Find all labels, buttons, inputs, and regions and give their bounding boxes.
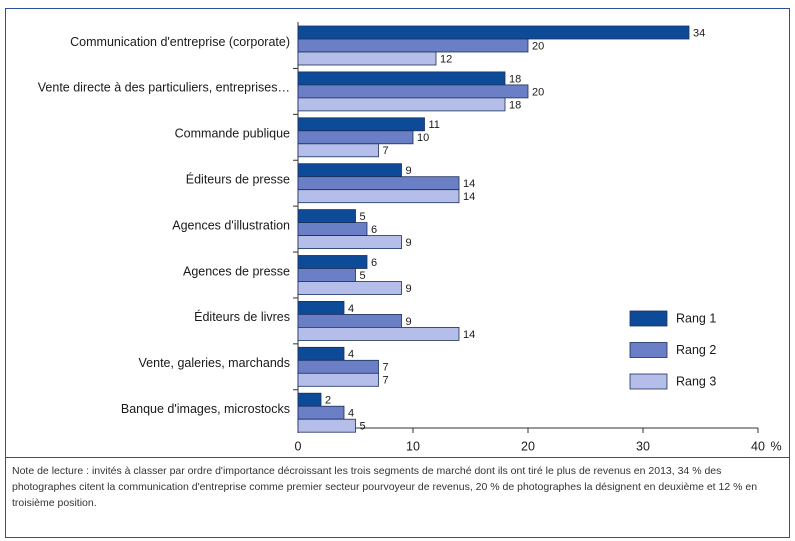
x-tick-label: 20	[521, 439, 535, 453]
value-label: 11	[429, 119, 440, 131]
value-label: 7	[383, 145, 389, 157]
x-unit: %	[770, 439, 781, 453]
bar	[297, 313, 402, 328]
bar	[297, 372, 379, 387]
value-label: 9	[406, 165, 412, 177]
value-label: 20	[532, 86, 544, 98]
bar	[297, 117, 425, 132]
value-label: 14	[463, 191, 475, 203]
bar	[297, 51, 437, 66]
value-label: 4	[348, 349, 354, 361]
bar	[297, 392, 322, 407]
value-label: 5	[360, 270, 366, 282]
value-label: 12	[440, 53, 452, 65]
value-label: 34	[693, 27, 705, 39]
category-label: Vente directe à des particuliers, entrep…	[38, 81, 290, 95]
value-label: 6	[371, 257, 377, 269]
category-label: Banque d'images, microstocks	[121, 402, 290, 416]
legend-swatch	[629, 310, 668, 327]
value-label: 10	[417, 132, 429, 144]
category-label: Éditeurs de livres	[194, 309, 290, 324]
value-label: 7	[383, 362, 389, 374]
bar	[297, 300, 345, 315]
value-label: 4	[348, 408, 354, 420]
legend-label: Rang 2	[676, 343, 716, 357]
category-label: Éditeurs de presse	[186, 171, 290, 186]
value-label: 14	[463, 178, 475, 190]
value-label: 5	[360, 211, 366, 223]
value-label: 18	[509, 73, 521, 85]
value-label: 14	[463, 329, 475, 341]
x-tick-label: 0	[295, 439, 302, 453]
legend-swatch	[629, 373, 668, 390]
value-label: 2	[325, 395, 331, 407]
bar	[297, 163, 402, 178]
bar	[297, 97, 506, 112]
value-label: 4	[348, 303, 354, 315]
bar	[297, 268, 356, 282]
bar	[297, 418, 356, 433]
bar	[297, 84, 529, 99]
note: Note de lecture : invités à classer par …	[12, 465, 758, 509]
bar	[297, 346, 345, 361]
category-label: Agences d'illustration	[172, 218, 290, 232]
category-label: Communication d'entreprise (corporate)	[70, 35, 290, 49]
legend-swatch	[629, 342, 668, 358]
bar	[297, 255, 368, 269]
bar	[297, 359, 379, 374]
bar	[297, 222, 368, 237]
bar	[297, 71, 506, 86]
bar	[297, 176, 460, 191]
bar	[297, 25, 690, 40]
bar	[297, 209, 356, 224]
value-label: 18	[509, 99, 521, 111]
value-label: 5	[360, 421, 366, 433]
value-label: 20	[532, 40, 544, 52]
frame	[5, 8, 790, 538]
bar	[297, 405, 345, 420]
value-label: 9	[406, 237, 412, 249]
x-tick-label: 30	[636, 439, 650, 453]
category-label: Commande publique	[175, 127, 290, 141]
legend-label: Rang 3	[676, 374, 716, 388]
value-label: 7	[383, 375, 389, 387]
value-label: 6	[371, 224, 377, 236]
category-label: Vente, galeries, marchands	[139, 356, 290, 370]
x-tick-label: 10	[406, 439, 420, 453]
bar	[297, 235, 402, 250]
bar	[297, 281, 402, 295]
x-tick-label: 40	[751, 439, 765, 453]
bar	[297, 326, 460, 341]
value-label: 9	[406, 316, 412, 328]
category-label: Agences de presse	[183, 264, 290, 278]
bar	[297, 143, 379, 158]
bar	[297, 38, 529, 53]
value-label: 9	[406, 283, 412, 295]
legend-label: Rang 1	[676, 311, 716, 325]
bar	[297, 130, 414, 145]
bar	[297, 189, 460, 204]
